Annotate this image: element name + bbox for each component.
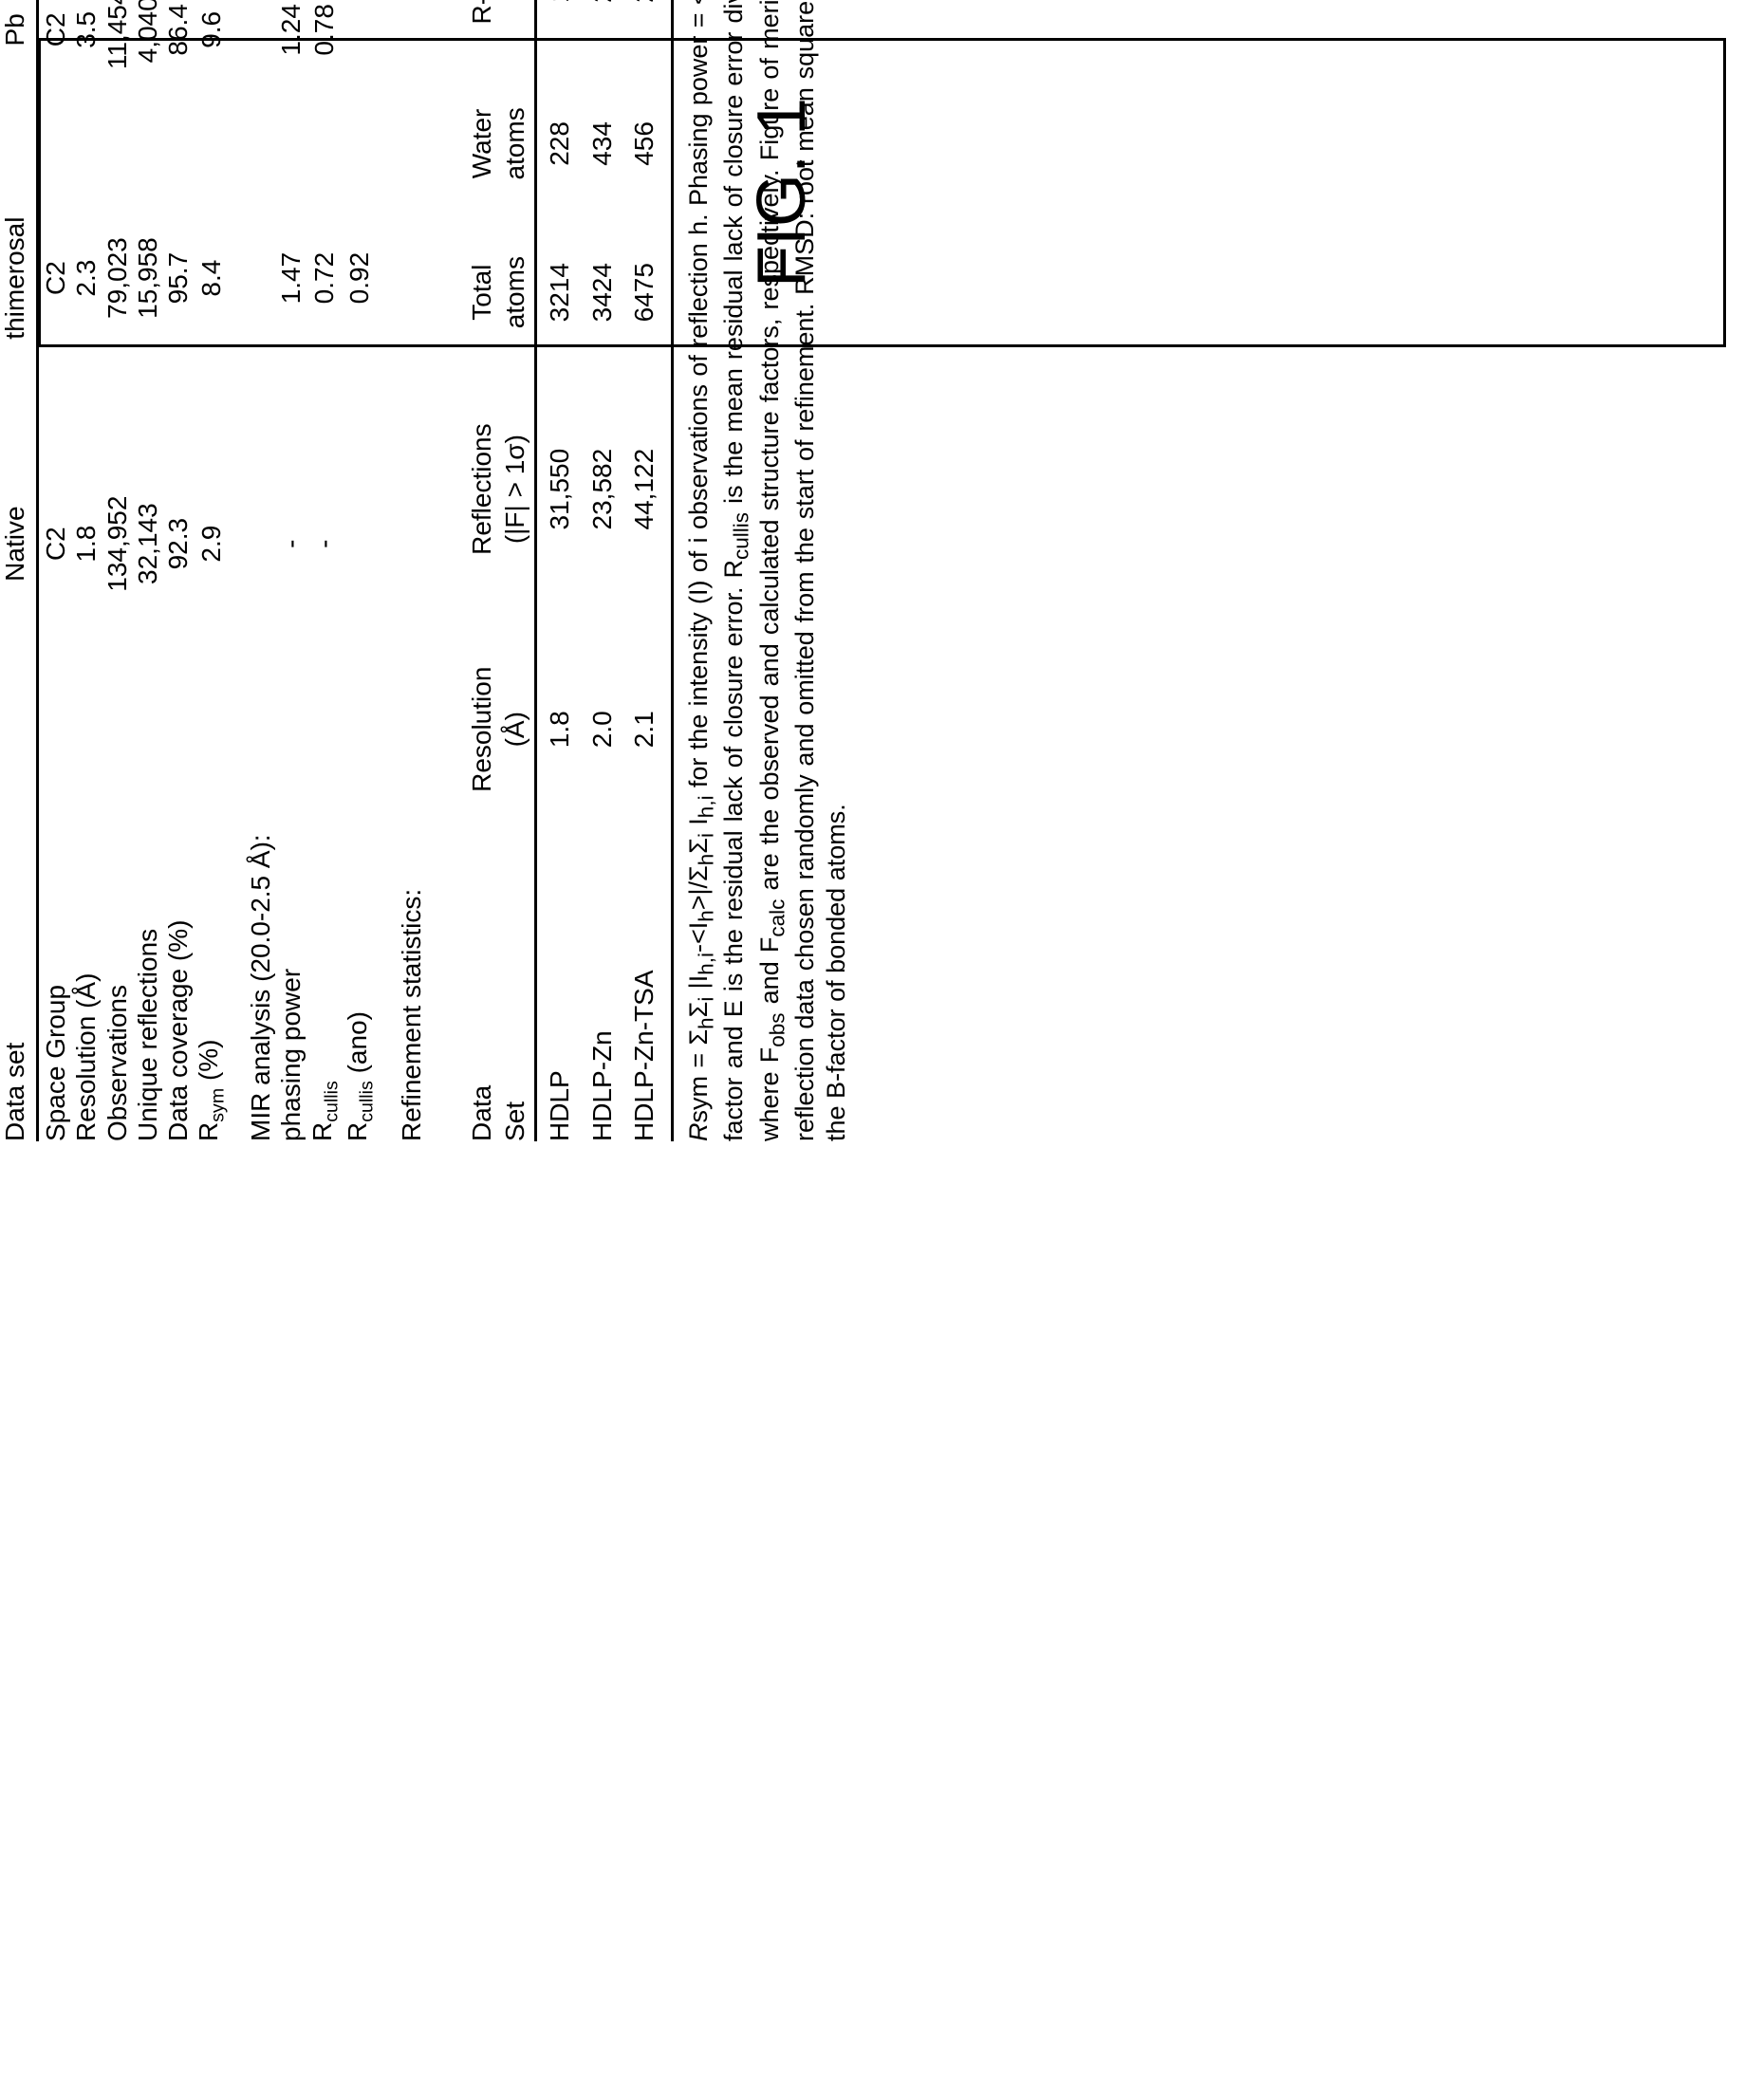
cell: 22.4	[623, 0, 665, 69]
cell: 44,122	[623, 367, 665, 612]
cell: C2	[41, 132, 71, 425]
row-label: Rcullis (ano)	[343, 663, 378, 1141]
cell: C2	[41, 425, 71, 663]
table-row: Resolution (Å)1.82.33.52.82.02.1	[71, 0, 102, 1141]
row-label: phasing power	[276, 663, 306, 1141]
cell: 134,952	[102, 425, 133, 663]
table-row: phasing power-1.471.241.10-	[276, 0, 306, 1141]
cell: 79,023	[102, 132, 133, 425]
cell: 6475	[623, 218, 665, 367]
cell: 23,582	[582, 367, 623, 612]
column-subheader: (%)	[500, 0, 532, 69]
cell: 32,143	[133, 425, 163, 663]
cell: HDLP-Zn	[582, 847, 623, 1141]
cell: 86.4	[163, 0, 194, 132]
cell: 1.8	[539, 612, 581, 847]
cell: 3214	[539, 218, 581, 367]
cell: 2.0	[582, 612, 623, 847]
cell: 0.78	[307, 0, 343, 132]
table-row: Data coverage (%)92.395.786.494.390.693.…	[163, 0, 194, 1141]
cell: 15,958	[133, 132, 163, 425]
column-header: Data	[467, 847, 501, 1141]
cell: 228	[539, 69, 581, 218]
mir-label: MIR analysis (20.0-2.5 Å):	[229, 0, 276, 1141]
cell: 2.3	[71, 132, 102, 425]
figure-page: TABLE 1. Statistics from the crystallogr…	[38, 38, 1726, 347]
column-subheader: (|F| > 1σ)	[500, 367, 532, 612]
row-label: Rcullis	[307, 663, 343, 1141]
cell: 2.1	[623, 612, 665, 847]
cell: 19.8	[539, 0, 581, 69]
row-label: Unique reflections	[133, 663, 163, 1141]
row-label: Observations	[102, 663, 133, 1141]
table-row: HDLP-Zn2.023,582342443422.025.80.0091.48…	[582, 0, 623, 1141]
column-header: Total	[467, 218, 501, 367]
cell: 31,550	[539, 367, 581, 612]
cell: 3424	[582, 218, 623, 367]
cell: 2.9	[194, 425, 229, 663]
cell: 4,040	[133, 0, 163, 132]
cell: C2	[41, 0, 71, 132]
cell: 95.7	[163, 132, 194, 425]
cell: 8.4	[194, 132, 229, 425]
cell: HDLP-Zn-TSA	[623, 847, 665, 1141]
cell: 1.47	[276, 132, 306, 425]
cell: 22.0	[582, 0, 623, 69]
cell: 456	[623, 69, 665, 218]
table-row: Observations134,95279,02311,45427,722125…	[102, 0, 133, 1141]
refinement-label: Refinement statistics:	[397, 0, 427, 1141]
cell: 1.8	[71, 425, 102, 663]
table-row: Space GroupC2C2C2C2C2P2₁2₁2₁	[41, 0, 71, 1141]
column-header: Resolution	[467, 612, 501, 847]
cell: 434	[582, 69, 623, 218]
table-row: HDLP1.831,550321422819.824.00.0101.633.5…	[539, 0, 581, 1141]
table-row: Unique reflections32,14315,9584,0408,753…	[133, 0, 163, 1141]
column-header: Water	[467, 69, 501, 218]
cell: -	[307, 425, 343, 663]
cell: 1.24	[276, 0, 306, 132]
cell: 11,454	[102, 0, 133, 132]
cell: HDLP	[539, 847, 581, 1141]
column-subheader: Set	[500, 847, 532, 1141]
cell: 92.3	[163, 425, 194, 663]
cell: 0.92	[343, 132, 378, 425]
cell: 0.72	[307, 132, 343, 425]
cell	[343, 0, 378, 132]
table-row: HDLP-Zn-TSA2.144,122647545622.425.80.008…	[623, 0, 665, 1141]
data-collection-table: Data setNativethimerosalPbAuCNZnTSA Spac…	[0, 0, 378, 1141]
row-label: Space Group	[41, 663, 71, 1141]
column-header: thimerosal	[0, 132, 34, 425]
column-header: R-factor	[467, 0, 501, 69]
column-header: Pb	[0, 0, 34, 132]
table-row: Rcullis (ano) 0.92	[343, 0, 378, 1141]
rotated-content: TABLE 1. Statistics from the crystallogr…	[0, 0, 851, 1141]
rule-bottom	[671, 0, 674, 1141]
column-subheader: atoms	[500, 218, 532, 367]
cell: 3.5	[71, 0, 102, 132]
cell: -	[276, 425, 306, 663]
column-header: Native	[0, 425, 34, 663]
column-subheader: (Å)	[500, 612, 532, 847]
column-header: Reflections	[467, 367, 501, 612]
row-label: Rsym (%)	[194, 663, 229, 1141]
dataset-header: Data set	[0, 663, 34, 1141]
refinement-table: RMSDDataResolutionReflectionsTotalWaterR…	[433, 0, 665, 1141]
table-row: Rcullis-0.720.780.85-	[307, 0, 343, 1141]
row-label: Resolution (Å)	[71, 663, 102, 1141]
table-row: Rsym (%)2.98.49.68.97.27.1	[194, 0, 229, 1141]
cell	[343, 425, 378, 663]
table-footnote: Rsym = ΣhΣi |Ih,i-<Ih>|/ΣhΣi Ih,i for th…	[683, 0, 851, 1141]
row-label: Data coverage (%)	[163, 663, 194, 1141]
cell: 9.6	[194, 0, 229, 132]
column-subheader: atoms	[500, 69, 532, 218]
